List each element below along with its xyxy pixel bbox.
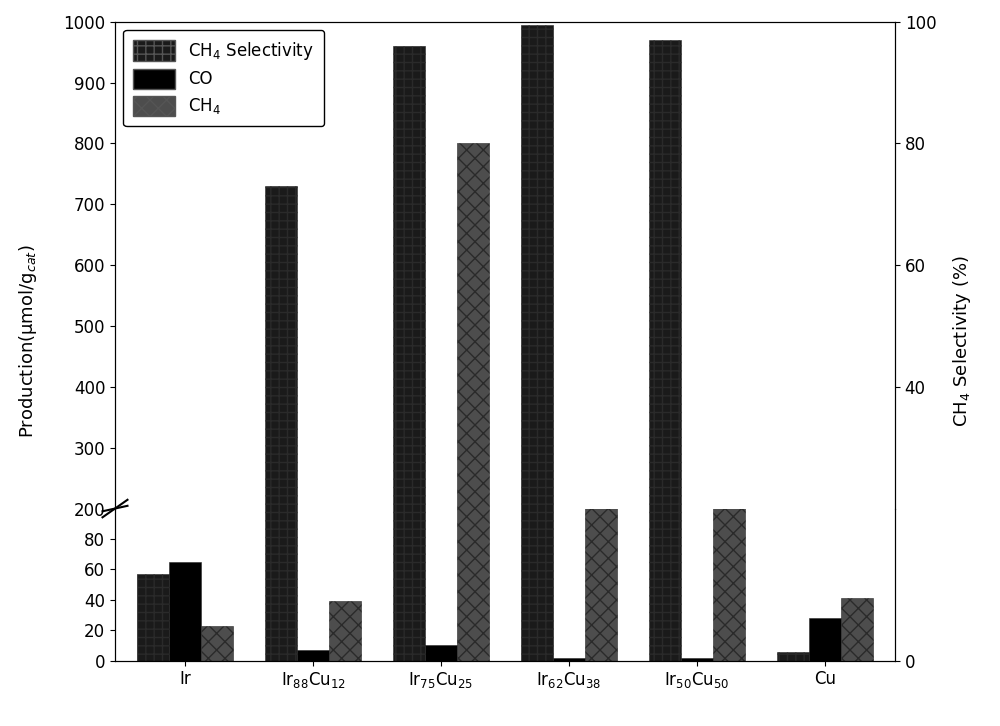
Bar (553, 629, 585, 630)
Bar (809, 618, 841, 661)
Bar (201, 626, 233, 661)
Bar (457, 0, 489, 661)
Bar (265, 186, 297, 630)
Bar (713, 523, 745, 630)
Text: CH$_4$ Selectivity (%): CH$_4$ Selectivity (%) (951, 256, 973, 427)
Bar (841, 605, 873, 630)
Text: Production(μmol/g$_{cat}$): Production(μmol/g$_{cat}$) (17, 245, 39, 438)
Bar (585, 521, 617, 630)
Bar (585, 387, 617, 661)
Bar (521, 25, 553, 630)
Bar (681, 658, 713, 661)
Bar (137, 574, 169, 661)
Bar (777, 651, 809, 661)
Bar (329, 606, 361, 630)
Bar (393, 46, 425, 630)
Bar (201, 616, 233, 630)
Legend: CH$_4$ Selectivity, CO, CH$_4$: CH$_4$ Selectivity, CO, CH$_4$ (123, 30, 324, 126)
Bar (553, 658, 585, 661)
Bar (169, 591, 201, 630)
Bar (329, 601, 361, 661)
Bar (713, 394, 745, 661)
Bar (777, 627, 809, 630)
Bar (137, 595, 169, 630)
Bar (393, 0, 425, 661)
Bar (521, 0, 553, 661)
Bar (681, 629, 713, 630)
Bar (169, 562, 201, 661)
Bar (297, 650, 329, 661)
Bar (425, 645, 457, 661)
Bar (649, 40, 681, 630)
Bar (425, 624, 457, 630)
Bar (297, 626, 329, 630)
Bar (265, 0, 297, 661)
Bar (841, 598, 873, 661)
Bar (809, 613, 841, 630)
Bar (649, 0, 681, 661)
Bar (457, 144, 489, 630)
